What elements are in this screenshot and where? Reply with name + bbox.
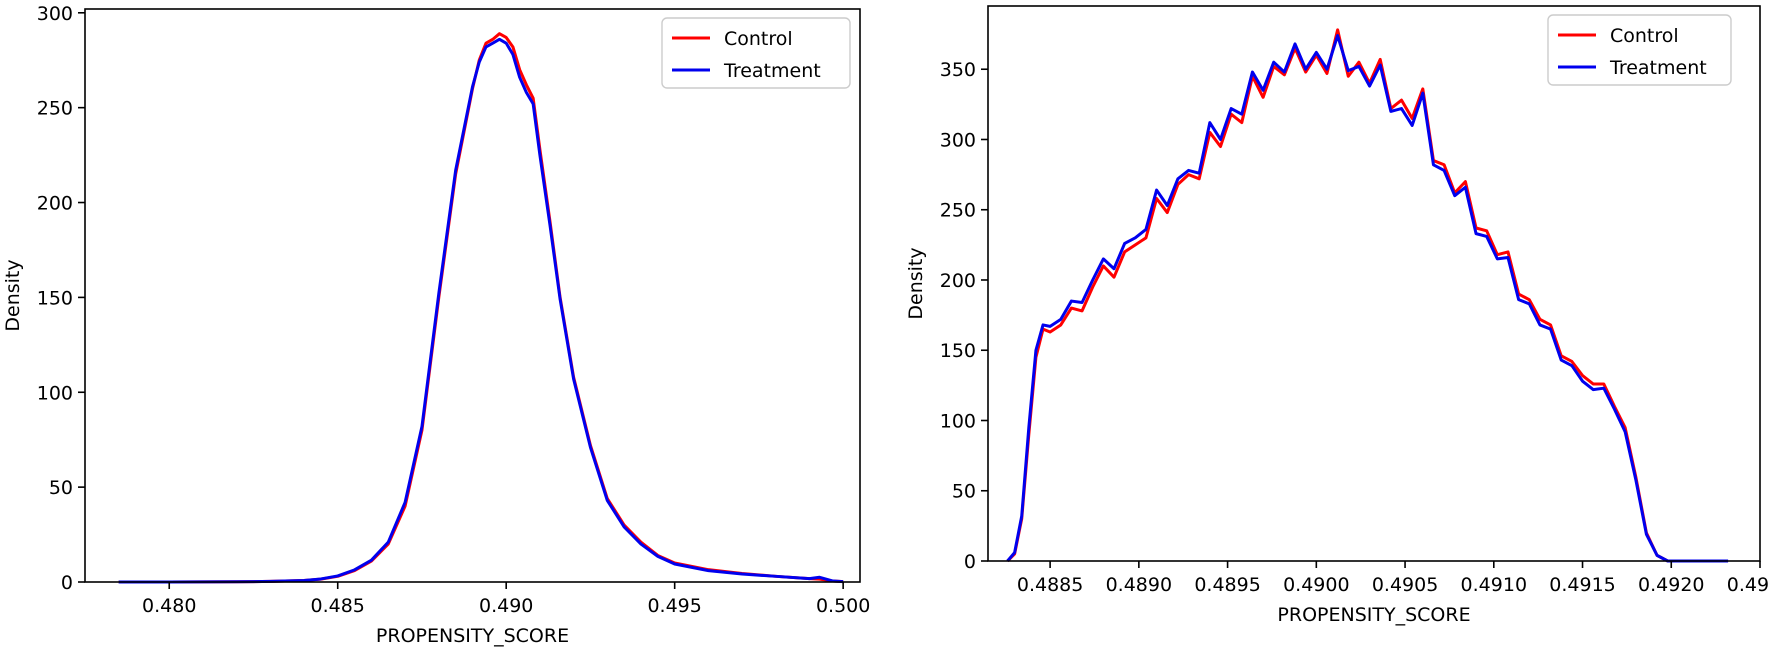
plot-frame xyxy=(84,8,861,583)
legend-label-control: Control xyxy=(1610,25,1679,47)
x-tick-label: 0.4890 xyxy=(1106,574,1172,596)
y-tick-label: 250 xyxy=(37,98,73,120)
y-tick-label: 300 xyxy=(37,3,73,25)
y-tick-label: 350 xyxy=(940,59,976,81)
y-tick-label: 100 xyxy=(940,410,976,432)
series-line-control xyxy=(1006,28,1729,563)
y-axis-label: Density xyxy=(905,247,927,319)
x-tick-label: 0.4920 xyxy=(1638,574,1704,596)
y-tick-label: 50 xyxy=(952,481,976,503)
y-tick-label: 0 xyxy=(964,551,976,573)
series-line-treatment xyxy=(118,37,844,584)
series-line-treatment xyxy=(1006,34,1729,563)
x-tick-label: 0.4900 xyxy=(1283,574,1349,596)
x-axis-label: PROPENSITY_SCORE xyxy=(1277,604,1470,626)
legend-label-control: Control xyxy=(724,28,793,50)
x-tick-label: 0.4885 xyxy=(1017,574,1083,596)
y-tick-label: 300 xyxy=(940,129,976,151)
x-tick-label: 0.490 xyxy=(479,595,533,617)
x-tick-label: 0.480 xyxy=(142,595,196,617)
legend-label-treatment: Treatment xyxy=(1609,57,1707,79)
y-tick-label: 200 xyxy=(37,193,73,215)
left-density-chart: 0.480 0.485 0.490 0.495 0.500 0 50 100 150 200 250… xyxy=(2,3,870,647)
right-density-chart: 0.4885 0.4890 0.4895 0.4900 0.4905 0.4910 0.49… xyxy=(905,5,1770,626)
x-tick-label: 0.4905 xyxy=(1372,574,1438,596)
y-tick-label: 150 xyxy=(37,287,73,309)
x-tick-label: 0.485 xyxy=(311,595,365,617)
legend-label-treatment: Treatment xyxy=(723,60,821,82)
x-tick-label: 0.4915 xyxy=(1549,574,1615,596)
x-tick-label: 0.4895 xyxy=(1194,574,1260,596)
y-axis-label: Density xyxy=(2,259,24,331)
x-tick-label: 0.495 xyxy=(647,595,701,617)
x-tick-label: 0.4910 xyxy=(1461,574,1527,596)
x-tick-label: 0.500 xyxy=(816,595,870,617)
y-tick-label: 150 xyxy=(940,340,976,362)
series-line-control xyxy=(118,32,844,584)
y-tick-label: 50 xyxy=(49,477,73,499)
x-tick-label: 0.4925 xyxy=(1727,574,1770,596)
y-tick-label: 200 xyxy=(940,270,976,292)
y-tick-label: 0 xyxy=(61,572,73,594)
plot-frame xyxy=(987,5,1761,562)
y-tick-label: 250 xyxy=(940,200,976,222)
y-tick-label: 100 xyxy=(37,382,73,404)
x-axis-label: PROPENSITY_SCORE xyxy=(376,625,569,647)
